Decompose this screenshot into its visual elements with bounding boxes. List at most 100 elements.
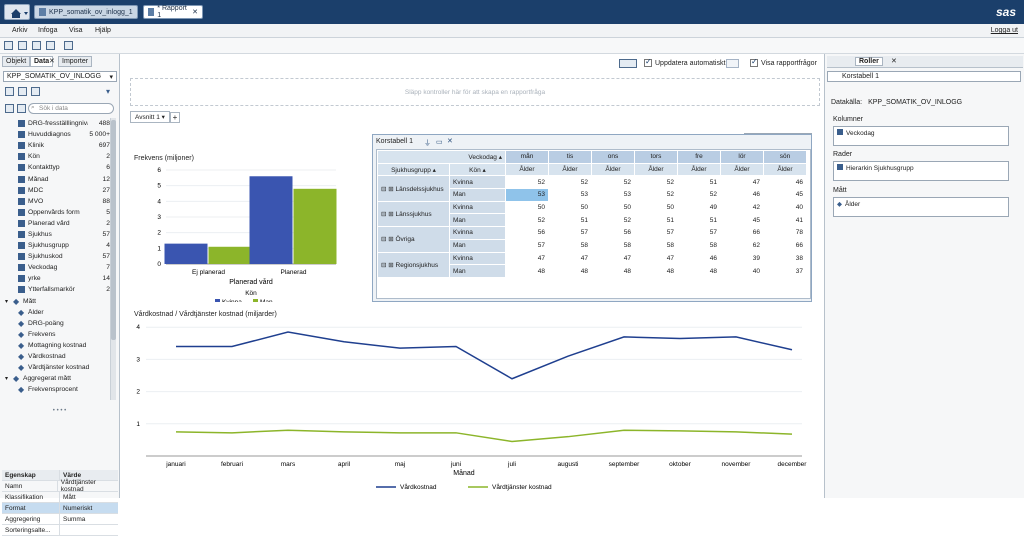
row-header-sjukhusgrupp[interactable]: Sjukhusgrupp ▴ xyxy=(377,162,450,177)
save-icon[interactable] xyxy=(32,41,41,50)
measure-item[interactable]: ◆ Vårdkostnad xyxy=(4,351,110,362)
category-item[interactable]: Huvuddiagnos 5 000+ xyxy=(4,129,110,140)
filter-icon[interactable]: ⏚ xyxy=(424,140,431,147)
section-tab[interactable]: Avsnitt 1 ▾ xyxy=(130,111,170,123)
value-cell[interactable]: 57 xyxy=(548,226,592,240)
value-cell[interactable]: 45 xyxy=(720,213,764,228)
menu-hjalp[interactable]: Hjälp xyxy=(95,27,111,34)
show-queries-option[interactable]: Visa rapportfrågor xyxy=(750,57,817,67)
close-icon[interactable]: ✕ xyxy=(447,138,453,145)
value-cell[interactable]: 48 xyxy=(548,264,592,278)
value-cell[interactable]: 57 xyxy=(505,238,549,253)
category-item[interactable]: Ytterfallsmarkör 2 xyxy=(4,284,110,295)
close-icon[interactable]: ✕ xyxy=(49,58,55,65)
menu-visa[interactable]: Visa xyxy=(69,27,83,34)
value-cell[interactable]: 53 xyxy=(591,188,635,202)
show-queries-checkbox[interactable] xyxy=(750,57,758,67)
value-cell[interactable]: 40 xyxy=(763,200,807,215)
tree-group[interactable]: ▾ ◆ Aggregerat mått xyxy=(4,373,110,384)
splitter-handle[interactable]: • • • • xyxy=(52,408,67,414)
delete-icon[interactable] xyxy=(31,87,40,96)
value-cell[interactable]: 50 xyxy=(548,200,592,215)
value-cell[interactable]: 48 xyxy=(591,264,635,278)
close-icon[interactable]: ✕ xyxy=(891,58,897,65)
value-cell[interactable]: 50 xyxy=(591,200,635,215)
value-cell[interactable]: 58 xyxy=(677,238,721,253)
measures-dropzone[interactable]: ◆ Ålder xyxy=(833,197,1009,217)
category-item[interactable]: MDC 27 xyxy=(4,185,110,196)
value-cell[interactable]: 52 xyxy=(548,175,592,190)
value-cell[interactable]: 52 xyxy=(591,175,635,190)
menu-arkiv[interactable]: Arkiv xyxy=(12,27,28,34)
row-header-kon[interactable]: Kön ▴ xyxy=(449,162,506,177)
value-cell[interactable]: 52 xyxy=(634,188,678,202)
category-item[interactable]: Planerad vård 2 xyxy=(4,218,110,229)
value-cell[interactable]: 66 xyxy=(720,226,764,240)
day-header[interactable]: ons xyxy=(591,150,635,164)
view-icon[interactable] xyxy=(64,41,73,50)
tab-data-explorer[interactable]: KPP_somatik_ov_inlogg_1 xyxy=(34,5,138,19)
value-cell[interactable]: 47 xyxy=(505,251,549,266)
day-header[interactable]: fre xyxy=(677,150,721,164)
value-cell[interactable]: 52 xyxy=(591,213,635,228)
print-icon[interactable] xyxy=(46,41,55,50)
group-cell[interactable]: ⊟ ⊞ Länsdelssjukhus xyxy=(377,175,450,202)
value-cell[interactable]: 40 xyxy=(720,264,764,278)
value-cell[interactable]: 46 xyxy=(677,251,721,266)
tree-scrollbar[interactable] xyxy=(110,118,116,400)
sex-cell[interactable]: Man xyxy=(449,213,506,228)
collapse-icon[interactable] xyxy=(5,104,14,113)
value-cell[interactable]: 47 xyxy=(591,251,635,266)
tree-group[interactable]: ▾ ◆ Mått xyxy=(4,296,110,307)
open-icon[interactable] xyxy=(18,41,27,50)
tab-roller[interactable]: Roller xyxy=(855,57,883,66)
property-row[interactable]: Namn Vårdtjänster kostnad xyxy=(2,479,118,493)
new-icon[interactable] xyxy=(4,41,13,50)
rows-dropzone[interactable]: Hierarkin Sjukhusgrupp xyxy=(833,161,1009,181)
expand-icon[interactable] xyxy=(17,104,26,113)
value-cell[interactable]: 47 xyxy=(634,251,678,266)
category-item[interactable]: yrke 14 xyxy=(4,273,110,284)
value-cell[interactable]: 38 xyxy=(763,251,807,266)
value-cell[interactable]: 49 xyxy=(677,200,721,215)
value-cell[interactable]: 50 xyxy=(505,200,549,215)
sex-cell[interactable]: Man xyxy=(449,264,506,278)
value-cell[interactable]: 51 xyxy=(677,175,721,190)
zoom-icon[interactable] xyxy=(619,59,637,68)
home-button[interactable] xyxy=(4,4,30,20)
category-item[interactable]: Månad 12 xyxy=(4,173,110,184)
value-cell[interactable]: 46 xyxy=(720,188,764,202)
value-cell[interactable]: 47 xyxy=(548,251,592,266)
search-input[interactable]: ⌕ Sök i data xyxy=(28,103,114,114)
value-cell[interactable]: 56 xyxy=(591,226,635,240)
datasource-select[interactable]: KPP_SOMATIK_OV_INLOGG ▾ xyxy=(3,71,117,82)
bar-chart[interactable]: 0 1 2 3 4 5 6 Ej planerad Planerad Planerad vård K… xyxy=(130,166,365,302)
sex-cell[interactable]: Kvinna xyxy=(449,200,506,215)
group-cell[interactable]: ⊟ ⊞ Länssjukhus xyxy=(377,200,450,228)
sex-cell[interactable]: Kvinna xyxy=(449,175,506,190)
menu-icon[interactable]: ▾ xyxy=(106,87,111,96)
sex-cell[interactable]: Man xyxy=(449,238,506,253)
query-dropzone[interactable]: Släpp kontroller här för att skapa en ra… xyxy=(130,78,820,106)
auto-update-option[interactable]: Uppdatera automatiskt xyxy=(644,57,725,67)
value-cell[interactable]: 66 xyxy=(763,238,807,253)
value-cell[interactable]: 52 xyxy=(505,175,549,190)
category-item[interactable]: Klinik 697 xyxy=(4,140,110,151)
day-header[interactable]: tors xyxy=(634,150,678,164)
bar[interactable] xyxy=(249,176,293,264)
group-cell[interactable]: ⊟ ⊞ Övriga xyxy=(377,226,450,253)
value-cell[interactable]: 52 xyxy=(677,188,721,202)
logout-link[interactable]: Logga ut xyxy=(990,27,1018,34)
bar[interactable] xyxy=(164,243,208,264)
measure-item[interactable]: ◆ DRG-poäng xyxy=(4,318,110,329)
value-cell[interactable]: 62 xyxy=(720,238,764,253)
series-line[interactable] xyxy=(175,429,793,443)
value-cell[interactable]: 39 xyxy=(720,251,764,266)
refresh-icon[interactable] xyxy=(18,87,27,96)
measure-item[interactable]: ◆ Vårdtjänster kostnad xyxy=(4,362,110,373)
category-item[interactable]: MVO 88 xyxy=(4,196,110,207)
category-item[interactable]: DRG-fresställlingnivå 488 xyxy=(4,118,110,129)
expand-icon[interactable]: ▾ xyxy=(5,298,9,305)
tab-importer[interactable]: Importer xyxy=(58,56,93,67)
add-data-icon[interactable] xyxy=(5,87,14,96)
